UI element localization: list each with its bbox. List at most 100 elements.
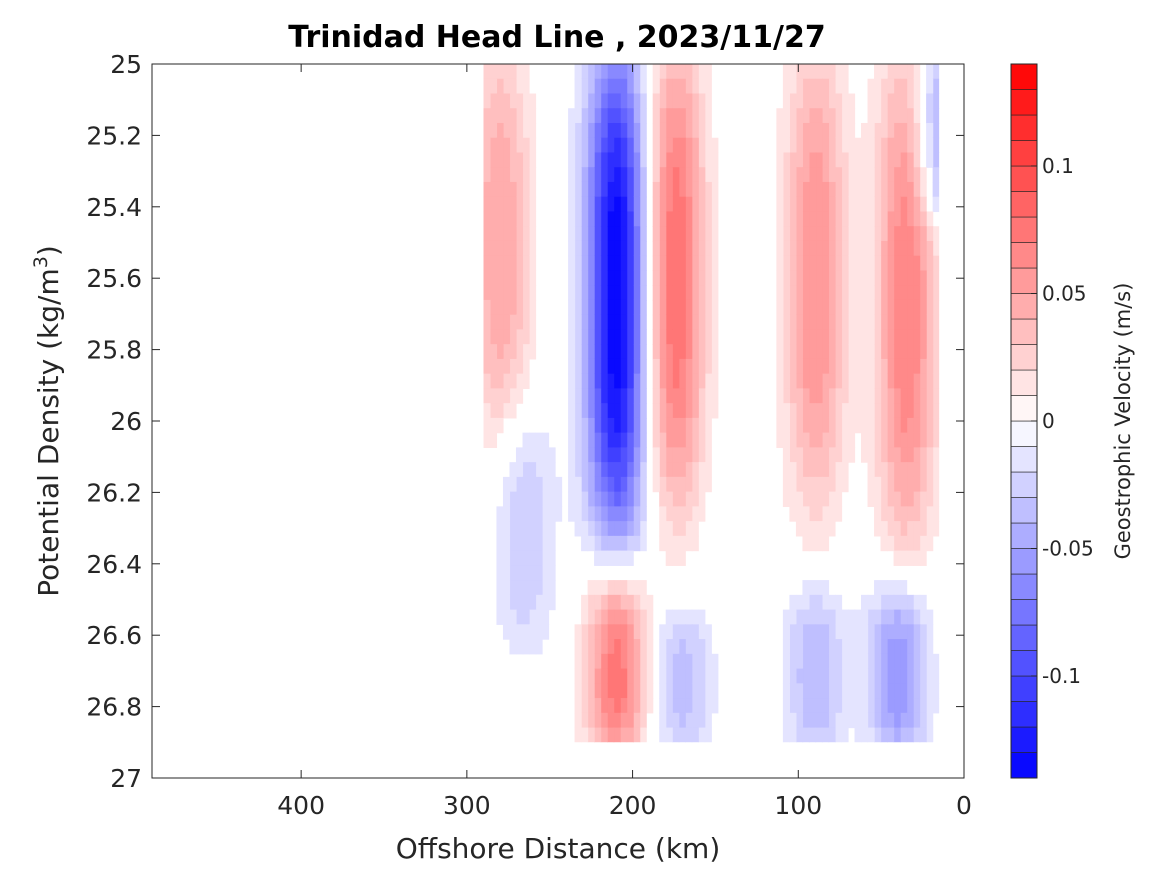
colorbar-level xyxy=(1010,497,1038,524)
contour-cell xyxy=(887,417,895,434)
contour-cell xyxy=(672,78,680,95)
contour-cell xyxy=(633,196,641,213)
contour-cell xyxy=(782,417,791,434)
contour-cell xyxy=(509,550,517,566)
contour-cell xyxy=(893,727,901,743)
contour-cell xyxy=(880,727,888,743)
contour-cell xyxy=(919,491,927,507)
contour-cell xyxy=(496,93,504,109)
contour-cell xyxy=(854,255,862,272)
colorbar-level xyxy=(1010,522,1038,549)
contour-cell xyxy=(665,432,673,448)
contour-cell xyxy=(509,285,517,301)
contour-cell xyxy=(665,535,673,552)
contour-cell xyxy=(613,476,621,493)
contour-cell xyxy=(568,506,576,522)
contour-cell xyxy=(711,240,719,257)
contour-cell xyxy=(861,226,869,242)
contour-cell xyxy=(874,580,882,596)
contour-cell xyxy=(711,152,719,168)
contour-cell xyxy=(887,668,895,684)
contour-cell xyxy=(665,698,673,714)
contour-cell xyxy=(828,417,836,434)
contour-cell xyxy=(789,712,797,729)
contour-cell xyxy=(926,108,934,124)
contour-cell xyxy=(887,373,895,390)
contour-cell xyxy=(587,78,595,95)
contour-cell xyxy=(659,344,667,360)
contour-cell xyxy=(913,226,921,242)
contour-cell xyxy=(607,712,615,729)
contour-cell xyxy=(880,403,888,419)
contour-cell xyxy=(900,712,908,729)
contour-cell xyxy=(828,122,836,139)
contour-cell xyxy=(620,624,628,640)
contour-cell xyxy=(548,476,556,493)
contour-cell xyxy=(880,432,888,448)
contour-cell xyxy=(639,639,647,655)
contour-cell xyxy=(685,609,693,625)
contour-cell xyxy=(874,432,882,448)
contour-cell xyxy=(913,712,921,729)
contour-cell xyxy=(887,712,895,729)
contour-cell xyxy=(698,314,706,331)
contour-cell xyxy=(613,78,621,95)
contour-cell xyxy=(626,152,634,168)
contour-cell xyxy=(678,683,686,699)
contour-cell xyxy=(574,521,582,537)
contour-cell xyxy=(815,93,823,109)
contour-cell xyxy=(542,476,550,493)
contour-cell xyxy=(698,167,706,183)
contour-cell xyxy=(652,329,660,345)
contour-cell xyxy=(887,108,895,124)
contour-cell xyxy=(633,181,641,198)
contour-cell xyxy=(665,609,673,625)
contour-cell xyxy=(489,373,498,390)
contour-cell xyxy=(874,137,882,154)
contour-cell xyxy=(698,285,706,301)
contour-cell xyxy=(509,64,517,80)
contour-cell xyxy=(841,255,849,272)
contour-cell xyxy=(568,255,576,272)
contour-cell xyxy=(841,285,849,301)
contour-cell xyxy=(626,299,634,316)
contour-cell xyxy=(828,167,836,183)
contour-cell xyxy=(672,358,680,375)
contour-cell xyxy=(834,211,843,227)
contour-cell xyxy=(659,535,667,552)
contour-cell xyxy=(893,196,901,213)
contour-cell xyxy=(665,122,673,139)
contour-cell xyxy=(880,624,888,640)
contour-cell xyxy=(496,78,504,95)
contour-cell xyxy=(678,299,686,316)
contour-cell xyxy=(600,108,608,124)
contour-cell xyxy=(594,403,602,419)
contour-cell xyxy=(906,447,914,463)
contour-cell xyxy=(815,712,823,729)
contour-cell xyxy=(568,108,576,124)
contour-cell xyxy=(926,373,934,390)
contour-cell xyxy=(913,609,921,625)
contour-cell xyxy=(678,255,686,272)
contour-cell xyxy=(932,167,940,183)
contour-cell xyxy=(795,329,804,345)
contour-cell xyxy=(848,683,856,699)
contour-cell xyxy=(515,64,524,80)
contour-cell xyxy=(893,417,901,434)
colorbar-tick-label: -0.05 xyxy=(1042,537,1094,561)
contour-cell xyxy=(509,211,517,227)
contour-cell xyxy=(704,373,712,390)
contour-cell xyxy=(548,550,556,566)
contour-cell xyxy=(795,122,804,139)
contour-cell xyxy=(854,639,862,655)
contour-cell xyxy=(626,698,634,714)
contour-cell xyxy=(548,491,556,507)
contour-cell xyxy=(600,639,608,655)
contour-cell xyxy=(626,403,634,419)
contour-cell xyxy=(932,358,940,375)
contour-cell xyxy=(861,122,869,139)
contour-cell xyxy=(659,181,667,198)
contour-cell xyxy=(633,240,641,257)
contour-cell xyxy=(698,226,706,242)
